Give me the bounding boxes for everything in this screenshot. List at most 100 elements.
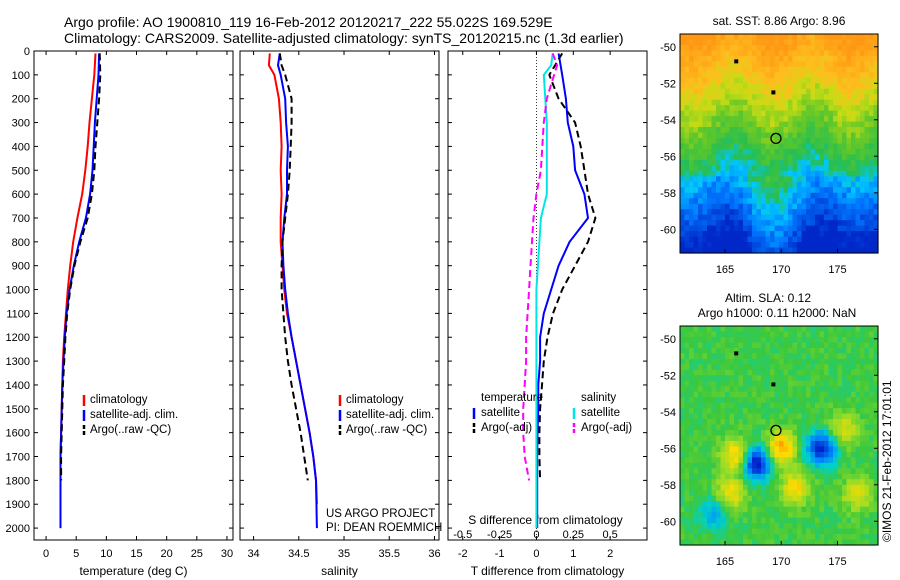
map-cell [788, 220, 794, 227]
map-cell [761, 539, 767, 546]
map-cell [846, 236, 852, 243]
map-cell [855, 501, 861, 508]
map-cell [761, 506, 767, 513]
map-cell [729, 154, 735, 161]
map-cell [743, 501, 749, 508]
map-cell [824, 225, 830, 232]
map-cell [783, 34, 789, 41]
map-cell [873, 116, 879, 123]
map-cell [729, 462, 735, 469]
map-cell [846, 506, 852, 513]
map-cell [761, 209, 767, 216]
map-cell [869, 165, 875, 172]
map-cell [779, 236, 785, 243]
map-cell [765, 214, 771, 221]
map-cell [765, 34, 771, 41]
map-cell [788, 479, 794, 486]
map-cell [698, 347, 704, 354]
map-cell [779, 435, 785, 442]
map-cell [734, 143, 740, 150]
map-cell [846, 154, 852, 161]
map-cell [806, 391, 812, 398]
map-cell [869, 34, 875, 41]
map-cell [855, 66, 861, 73]
map-cell [702, 192, 708, 199]
map-cell [792, 468, 798, 475]
map-cell [806, 347, 812, 354]
map-cell [693, 34, 699, 41]
map-cell [783, 468, 789, 475]
map-cell [725, 380, 731, 387]
map-cell [824, 391, 830, 398]
map-cell [792, 364, 798, 371]
map-cell [720, 364, 726, 371]
map-cell [743, 55, 749, 62]
map-cell [855, 83, 861, 90]
map-cell [720, 534, 726, 541]
map-cell [684, 148, 690, 156]
map-cell [725, 402, 731, 409]
map-cell [819, 347, 825, 354]
map-cell [693, 419, 699, 426]
map-cell [680, 380, 686, 387]
map-cell [833, 225, 839, 232]
map-cell [864, 214, 870, 221]
map-cell [792, 66, 798, 73]
map-cell [864, 127, 870, 134]
map-cell [815, 220, 821, 227]
map-cell [734, 347, 740, 354]
map-cell [684, 435, 690, 442]
map-cell [819, 143, 825, 150]
map-cell [779, 457, 785, 464]
map-cell [810, 110, 816, 117]
map-cell [747, 99, 753, 106]
map-cell [725, 116, 731, 123]
map-cell [770, 192, 776, 199]
map-cell [779, 430, 785, 437]
map-cell [765, 209, 771, 216]
map-cell [855, 397, 861, 404]
map-cell [752, 110, 758, 117]
map-cell [693, 83, 699, 90]
map-cell [752, 462, 758, 469]
map-cell [680, 506, 686, 513]
map-cell [774, 225, 780, 232]
map-cell [734, 408, 740, 415]
map-cell [689, 353, 695, 360]
map-cell [720, 170, 726, 177]
map-cell [788, 347, 794, 354]
map-cell [792, 214, 798, 221]
map-cell [702, 127, 708, 134]
map-cell [846, 159, 852, 166]
map-cell [689, 402, 695, 409]
map-cell [837, 386, 843, 393]
map-cell [824, 495, 830, 502]
map-cell [689, 192, 695, 199]
map-cell [720, 517, 726, 524]
map-cell [792, 501, 798, 508]
map-cell [783, 138, 789, 145]
map-cell [833, 61, 839, 68]
map-cell [797, 408, 803, 415]
map-cell [869, 127, 875, 134]
map-cell [680, 231, 686, 238]
map-cell [837, 50, 843, 57]
map-cell [747, 110, 753, 117]
map-cell [779, 198, 785, 205]
map-cell [729, 430, 735, 437]
map-cell [711, 132, 717, 139]
map-cell [860, 435, 866, 442]
map-cell [756, 364, 762, 371]
map-cell [707, 34, 713, 41]
map-cell [824, 220, 830, 227]
map-cell [756, 468, 762, 475]
map-cell [729, 83, 735, 90]
series-line-salinity-argo-adj- [522, 53, 559, 481]
map-cell [855, 331, 861, 338]
map-cell [711, 347, 717, 354]
map-cell [846, 83, 852, 90]
map-cell [792, 440, 798, 448]
map-cell [743, 192, 749, 199]
map-cell [702, 143, 708, 150]
map-cell [783, 181, 789, 188]
